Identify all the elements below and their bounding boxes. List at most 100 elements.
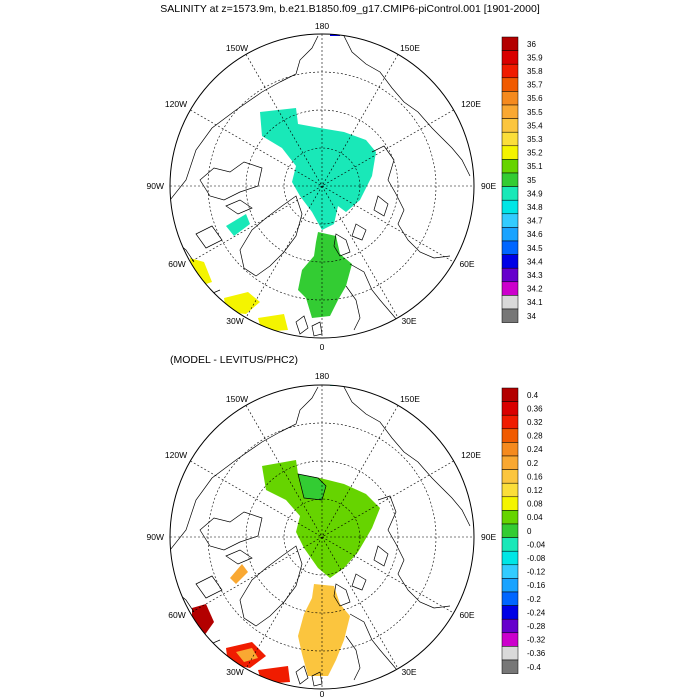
bottom-lon-label-120w: 120W — [165, 450, 187, 460]
top-colorbar-swatch-16 — [501, 254, 519, 269]
top-lon-label-30e: 30E — [401, 316, 416, 326]
top-longitude-labels: 180 0 90W 90E 150W 150E 120W 120E 60W 60… — [147, 21, 497, 352]
top-coastline-canadian-archipelago — [195, 161, 263, 249]
bottom-lon-label-120e: 120E — [461, 450, 481, 460]
top-lon-label-120w: 120W — [165, 99, 187, 109]
top-colorbar-label-4: 35.6 — [527, 94, 543, 103]
bottom-map-boundary — [169, 384, 475, 690]
top-lon-label-30w: 30W — [226, 316, 243, 326]
bottom-map — [169, 384, 475, 690]
bottom-colorbar-swatch-11 — [501, 537, 519, 552]
top-colorbar-label-9: 35.1 — [527, 162, 543, 171]
top-colorbar-swatch-9 — [501, 159, 519, 174]
bottom-colorbar-label-15: -0.2 — [527, 595, 541, 604]
bottom-colorbar-label-2: 0.32 — [527, 418, 543, 427]
top-lon-label-150e: 150E — [400, 43, 420, 53]
top-colorbar-label-7: 35.3 — [527, 135, 543, 144]
bottom-colorbar-swatch-0 — [501, 387, 519, 402]
top-colorbar-swatch-13 — [501, 213, 519, 228]
top-coastline-alaska — [279, 35, 319, 83]
top-fill-iceland-basin — [258, 314, 288, 332]
bottom-colorbar-swatch-10 — [501, 523, 519, 538]
top-coastline-siberia — [343, 35, 471, 259]
top-lon-label-90w: 90W — [147, 181, 164, 191]
bottom-colorbar-label-0: 0.4 — [527, 391, 539, 400]
bottom-colorbar-label-5: 0.2 — [527, 459, 539, 468]
bottom-lon-label-0: 0 — [320, 689, 325, 699]
bottom-coastline-novaya-zemlya — [351, 545, 389, 591]
top-map — [169, 33, 475, 339]
bottom-lon-label-150w: 150W — [226, 394, 248, 404]
bottom-fill-negative-patch — [298, 474, 326, 500]
top-colorbar-swatch-14 — [501, 227, 519, 242]
top-colorbar-label-5: 35.5 — [527, 108, 543, 117]
top-colorbar-swatch-7 — [501, 131, 519, 147]
bottom-coastline-svalbard — [333, 583, 351, 607]
bottom-coastline-canadian-archipelago — [195, 511, 263, 599]
top-colorbar-label-15: 34.5 — [527, 244, 543, 253]
top-fill-nordic-seas — [298, 232, 352, 318]
top-colorbar-swatch-3 — [501, 77, 519, 92]
bottom-colorbar: 0.4 0.36 0.32 0.28 0.24 0.2 0.16 0.12 0.08 0.04 0 -… — [501, 387, 546, 674]
bottom-lon-label-60e: 60E — [459, 610, 474, 620]
top-colorbar-label-6: 35.4 — [527, 121, 543, 130]
top-coastline-uk — [295, 315, 323, 337]
top-lon-label-60w: 60W — [168, 259, 185, 269]
bottom-panel-title: (MODEL - LEVITUS/PHC2) — [170, 354, 298, 366]
bottom-lon-label-90e: 90E — [481, 532, 496, 542]
top-colorbar-label-10: 35 — [527, 176, 536, 185]
top-colorbar-swatch-0 — [501, 36, 519, 51]
top-colorbar-swatch-15 — [501, 240, 519, 255]
bottom-colorbar-swatch-19 — [501, 646, 519, 661]
top-colorbar-swatch-2 — [501, 63, 519, 79]
top-lon-label-150w: 150W — [226, 43, 248, 53]
top-colorbar-swatch-6 — [501, 118, 519, 133]
top-panel-title: SALINITY at z=1573.9m, b.e21.B1850.f09_g… — [160, 3, 540, 15]
top-colorbar-swatch-8 — [501, 145, 519, 160]
top-fill-eurasian-basin — [260, 108, 376, 230]
bottom-colorbar-swatch-4 — [501, 442, 519, 457]
top-colorbar-swatch-11 — [501, 186, 519, 201]
bottom-fill-baffin — [230, 564, 248, 584]
top-colorbar-label-1: 35.9 — [527, 53, 543, 62]
top-colorbar-swatch-20 — [501, 308, 519, 323]
bottom-colorbar-label-19: -0.36 — [527, 649, 546, 658]
bottom-colorbar-label-7: 0.12 — [527, 486, 543, 495]
bottom-colorbar-label-4: 0.24 — [527, 445, 543, 454]
top-colorbar-label-12: 34.8 — [527, 203, 543, 212]
bottom-colorbar-swatch-8 — [501, 496, 519, 511]
bottom-colorbar-swatch-18 — [501, 632, 519, 647]
bottom-colorbar-swatch-13 — [501, 564, 519, 579]
top-colorbar-label-19: 34.1 — [527, 298, 543, 307]
top-colorbar-swatch-1 — [501, 50, 519, 65]
bottom-colorbar-swatch-17 — [501, 618, 519, 634]
bottom-colorbar-label-1: 0.36 — [527, 404, 543, 413]
top-fill-labrador — [190, 258, 212, 286]
bottom-lon-label-150e: 150E — [400, 394, 420, 404]
bottom-fill-eurasian-basin — [262, 460, 380, 578]
bottom-coastline-greenland — [239, 545, 303, 627]
bottom-coastline-north-america — [170, 431, 281, 651]
top-lon-label-90e: 90E — [481, 181, 496, 191]
bottom-colorbar-label-10: 0 — [527, 527, 532, 536]
top-colorbar-swatch-19 — [501, 295, 519, 310]
top-colorbar-label-0: 36 — [527, 40, 536, 49]
bottom-colorbar-swatch-20 — [501, 659, 519, 674]
top-colorbar-label-8: 35.2 — [527, 149, 543, 158]
bottom-coastline-scandinavia — [345, 613, 403, 687]
bottom-fill-nordic-seas — [298, 584, 350, 676]
top-colorbar-label-17: 34.3 — [527, 271, 543, 280]
bottom-lon-label-30w: 30W — [226, 667, 243, 677]
bottom-lon-label-180: 180 — [315, 371, 329, 381]
bottom-colorbar-label-13: -0.12 — [527, 568, 546, 577]
top-meridians — [170, 34, 474, 338]
bottom-coastline-alaska — [279, 386, 319, 433]
top-colorbar-swatch-5 — [501, 104, 519, 119]
top-colorbar-label-2: 35.8 — [527, 67, 543, 76]
top-colorbar-swatch-12 — [501, 199, 519, 215]
top-colorbar: 36 35.9 35.8 35.7 35.6 35.5 35.4 35.3 35.2 35.1 35… — [501, 36, 543, 323]
bottom-colorbar-swatch-1 — [501, 401, 519, 416]
bottom-colorbar-swatch-5 — [501, 455, 519, 470]
top-colorbar-label-18: 34.2 — [527, 285, 543, 294]
